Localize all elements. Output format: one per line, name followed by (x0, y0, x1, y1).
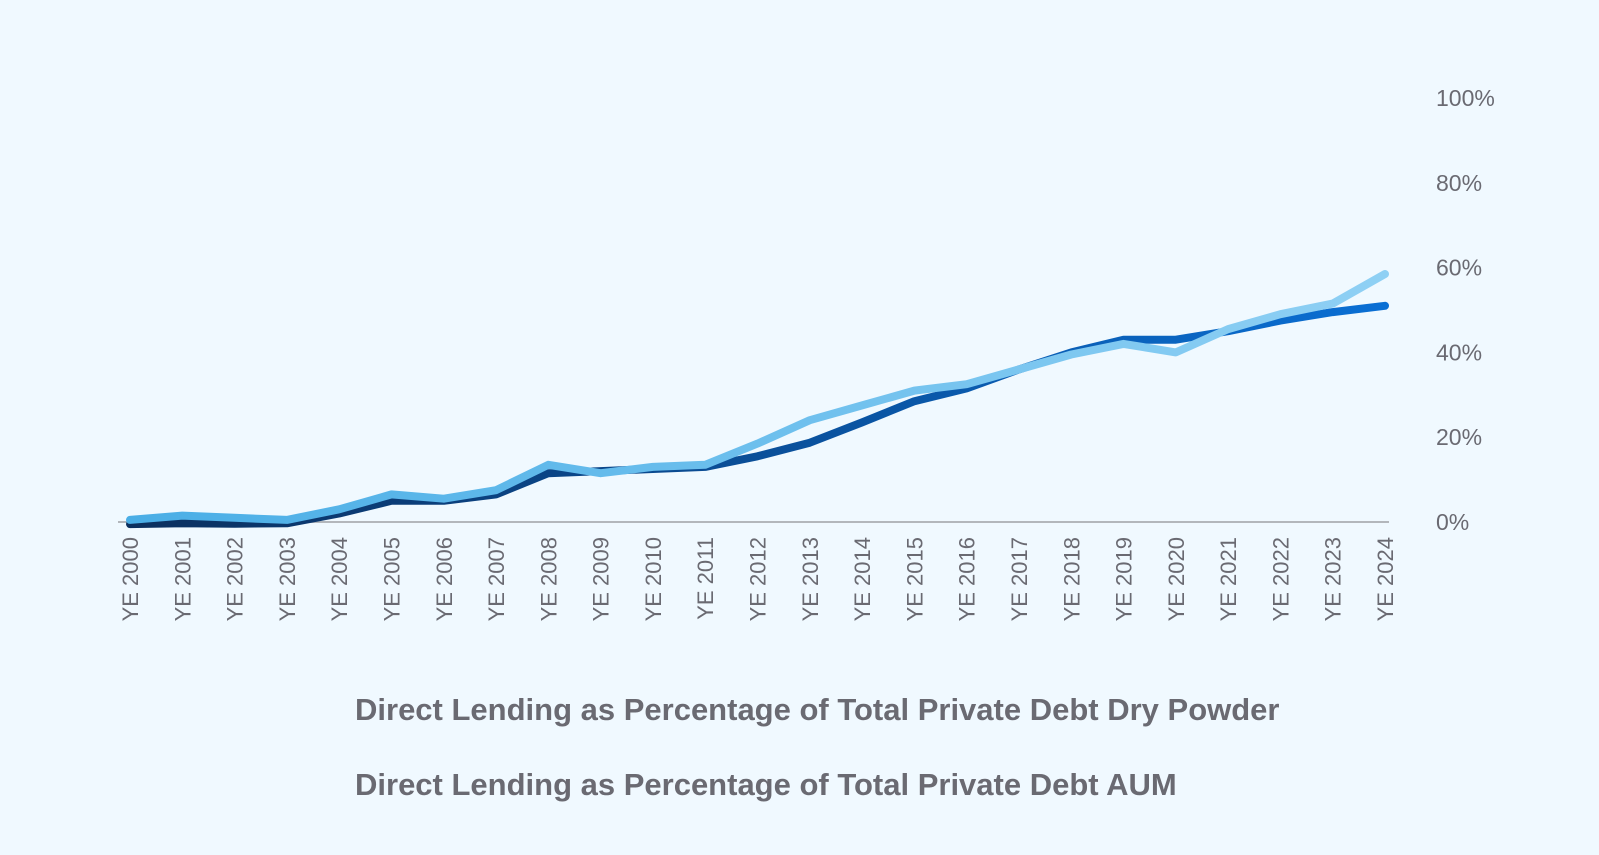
y-tick-label: 0% (1436, 509, 1469, 535)
x-tick-label: YE 2017 (1007, 537, 1032, 621)
x-tick-label: YE 2002 (223, 537, 248, 621)
y-tick-label: 80% (1436, 170, 1482, 196)
x-tick-label: YE 2020 (1164, 537, 1189, 621)
x-tick-label: YE 2008 (536, 537, 561, 621)
x-tick-label: YE 2023 (1321, 537, 1346, 621)
x-tick-label: YE 2011 (693, 537, 718, 620)
legend-item-aum: Direct Lending as Percentage of Total Pr… (255, 767, 1177, 802)
x-tick-label: YE 2004 (327, 537, 352, 621)
x-tick-label: YE 2007 (484, 537, 509, 621)
x-tick-label: YE 2001 (170, 537, 195, 621)
y-axis-ticks: 0% 20% 40% 60% 80% 100% (1436, 85, 1495, 535)
x-tick-label: YE 2015 (902, 537, 927, 621)
series-line-aum (126, 301, 1389, 529)
x-tick-label: YE 2003 (275, 537, 300, 621)
legend-item-dry-powder: Direct Lending as Percentage of Total Pr… (255, 692, 1280, 727)
y-tick-label: 60% (1436, 255, 1482, 281)
legend: Direct Lending as Percentage of Total Pr… (255, 692, 1280, 802)
y-tick-label: 40% (1436, 339, 1482, 365)
y-tick-label: 100% (1436, 85, 1495, 111)
legend-label-aum: Direct Lending as Percentage of Total Pr… (355, 767, 1177, 802)
x-tick-label: YE 2016 (955, 537, 980, 621)
x-tick-label: YE 2006 (432, 537, 457, 621)
x-tick-label: YE 2021 (1216, 537, 1241, 621)
x-tick-label: YE 2012 (746, 537, 771, 621)
y-tick-label: 20% (1436, 424, 1482, 450)
series-line-dry-powder (126, 270, 1389, 524)
x-tick-label: YE 2018 (1059, 537, 1084, 621)
x-tick-label: YE 2009 (589, 537, 614, 621)
x-tick-label: YE 2010 (641, 537, 666, 621)
x-tick-label: YE 2013 (798, 537, 823, 621)
x-tick-label: YE 2019 (1112, 537, 1137, 621)
x-tick-label: YE 2022 (1268, 537, 1293, 621)
x-tick-label: YE 2000 (118, 537, 143, 621)
x-tick-label: YE 2024 (1373, 537, 1398, 621)
x-axis-ticks: YE 2000 YE 2001 YE 2002 YE 2003 YE 2004 YE 20… (118, 537, 1398, 621)
x-tick-label: YE 2005 (379, 537, 404, 621)
legend-label-dry-powder: Direct Lending as Percentage of Total Pr… (355, 692, 1280, 727)
x-tick-label: YE 2014 (850, 537, 875, 621)
